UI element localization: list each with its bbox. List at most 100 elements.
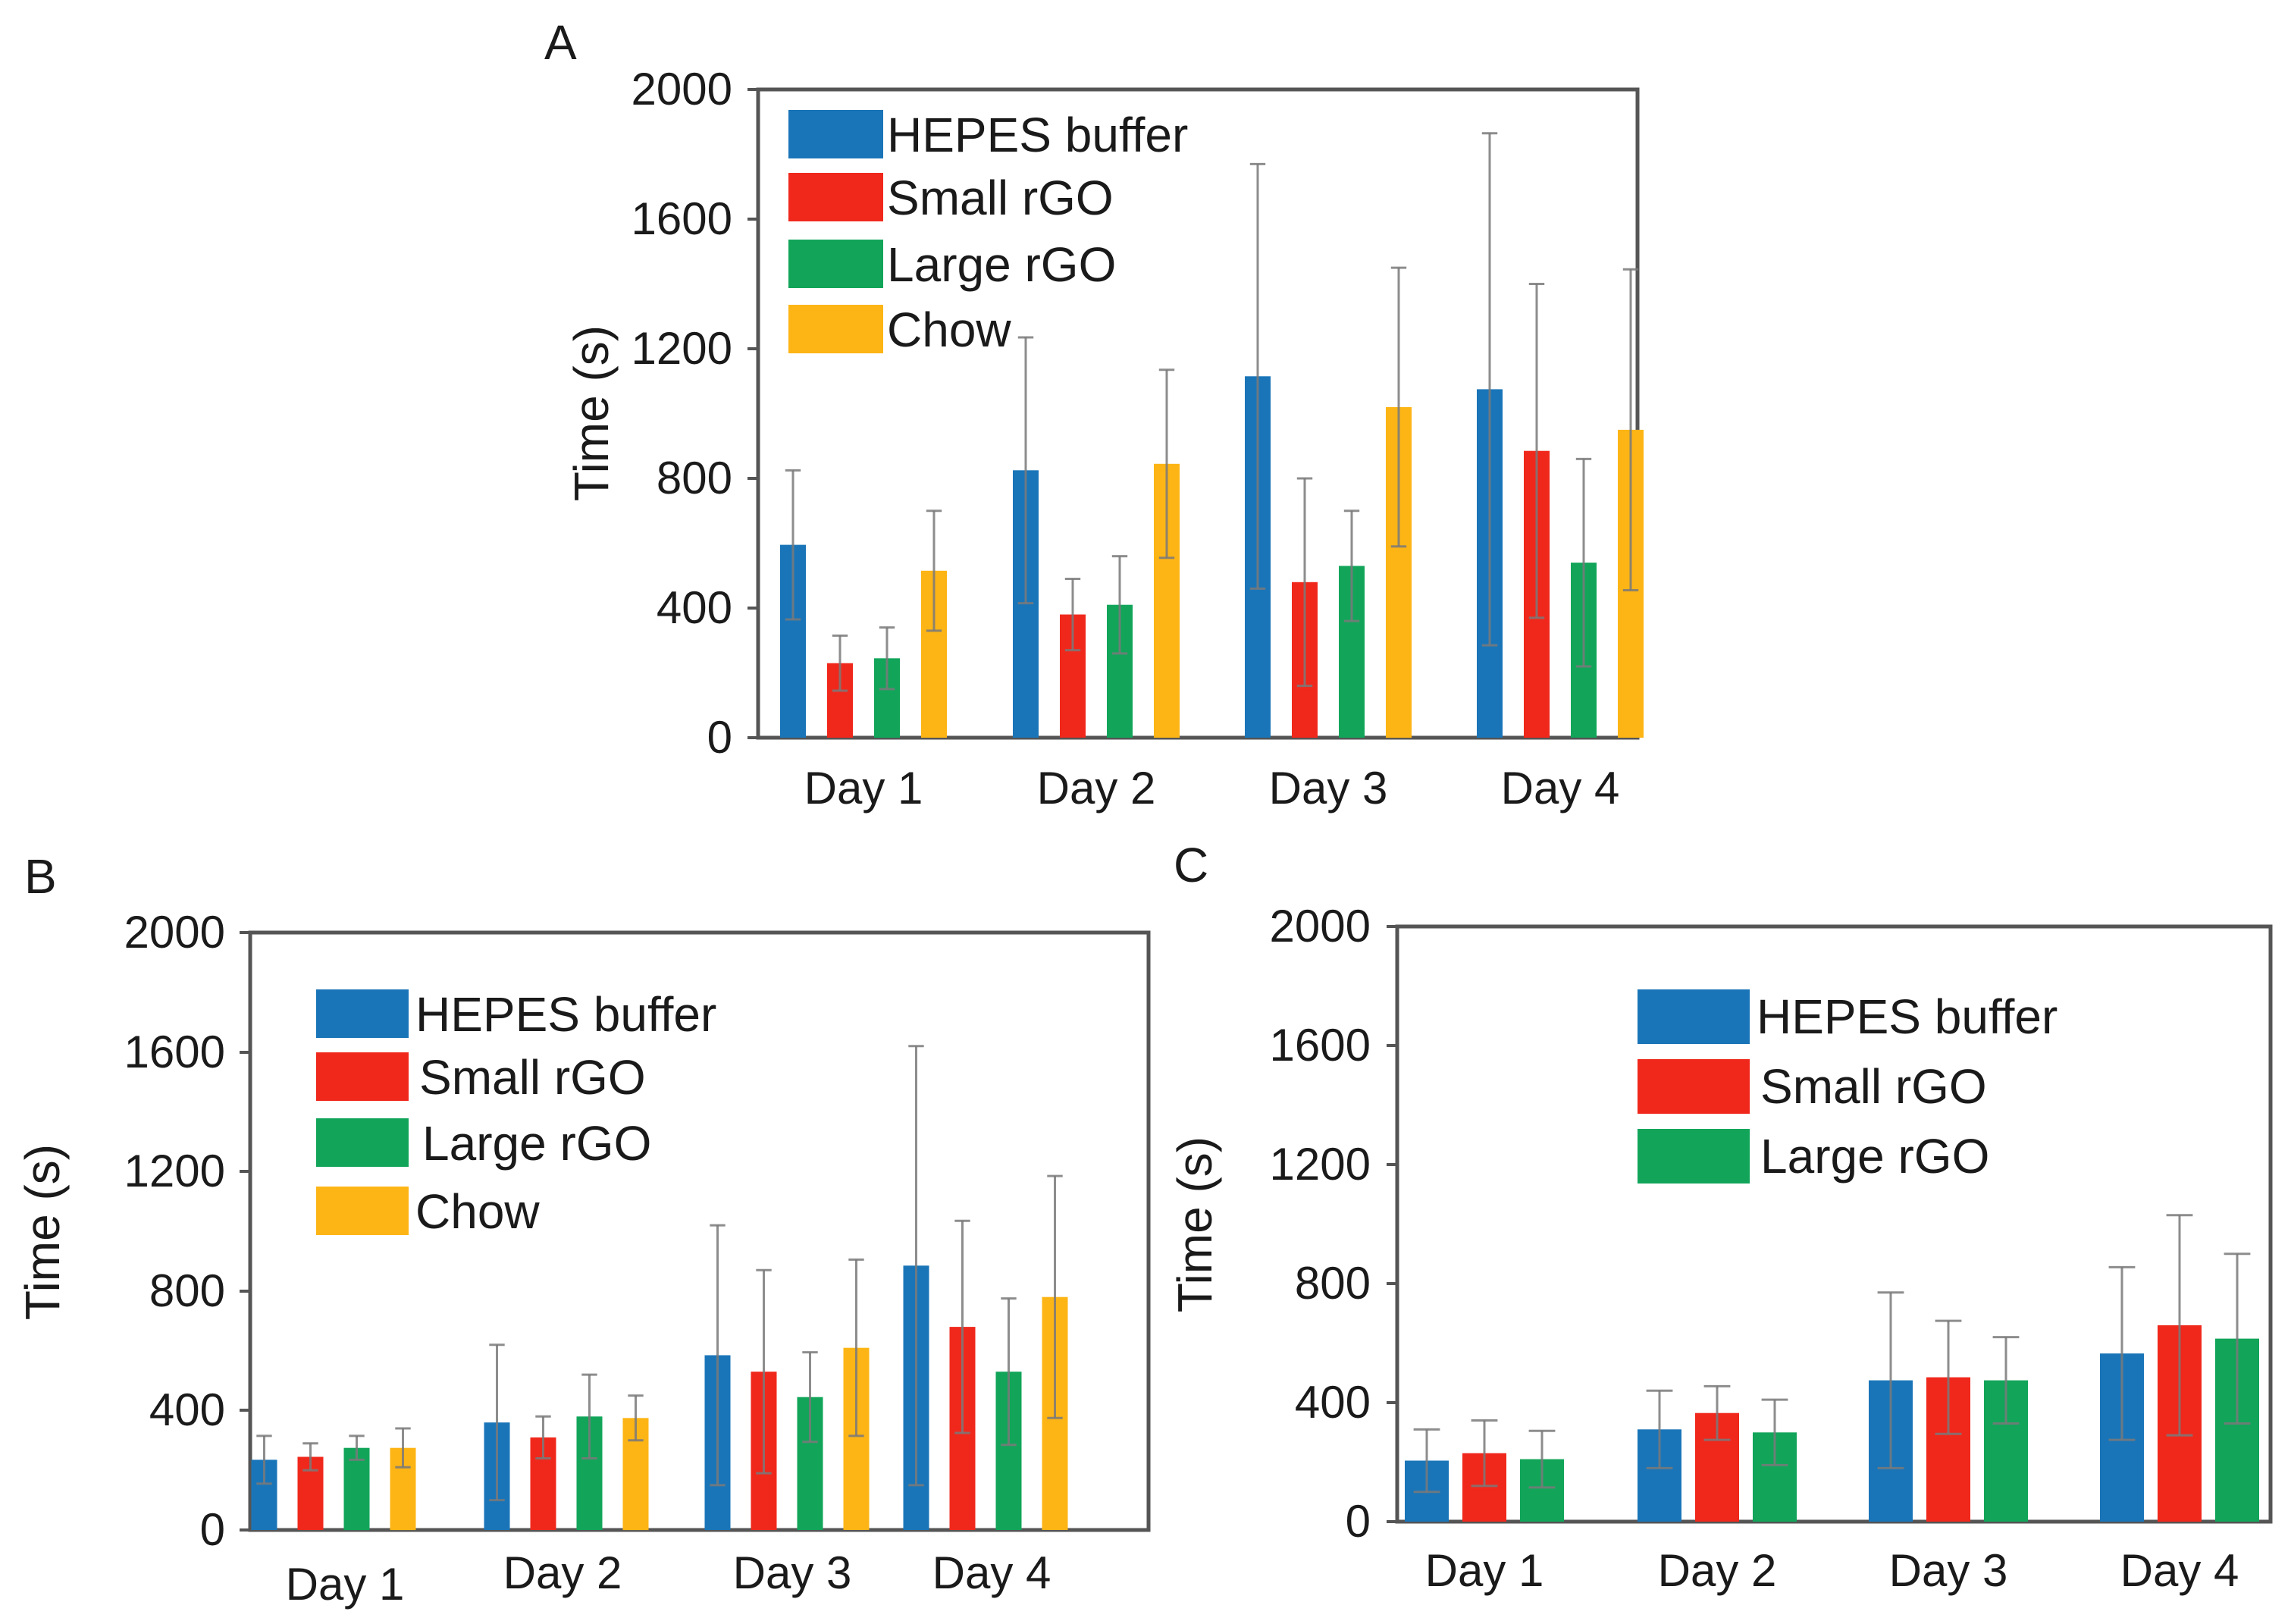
panel-a-ytick-5: 2000 [632, 64, 732, 114]
panel-a-legend-label-small-rgo: Small rGO [887, 171, 1114, 225]
panel-b-ytick-5: 2000 [124, 907, 225, 958]
panel-c-letter: C [1174, 838, 1208, 892]
panel-a-legend-swatch-hepes [788, 110, 883, 158]
panel-b-errorbar-large-rgo-day-1 [349, 1434, 365, 1461]
panel-a-errorbar-hepes-buffer-day-2 [1017, 336, 1034, 605]
panel-c: C 0 400 800 1200 1600 2000 Time (s) Day … [1167, 838, 2273, 1596]
panel-a-errorbar-small-rgo-day-4 [1528, 283, 1545, 619]
panel-b-yaxis: 0 400 800 1200 1600 2000 [124, 907, 250, 1555]
panel-a-legend: HEPES buffer Small rGO Large rGO Chow [788, 108, 1188, 357]
panel-a-ytick-4: 1600 [632, 193, 732, 244]
panel-b-letter: B [24, 849, 57, 904]
panel-a-legend-swatch-small-rgo [788, 173, 883, 221]
panel-b-errorbar-small-rgo-day-1 [302, 1442, 318, 1472]
panel-b-legend-label-large-rgo: Large rGO [422, 1116, 651, 1171]
panel-b-ytick-3: 1200 [124, 1146, 225, 1196]
panel-c-legend-label-large-rgo: Large rGO [1760, 1129, 1989, 1184]
panel-b-errorbar-hepes-buffer-day-4 [908, 1045, 924, 1487]
panel-b-xtick-0: Day 1 [286, 1559, 405, 1610]
panel-a-errorbar-small-rgo-day-3 [1296, 477, 1313, 688]
panel-c-errorbar-large-rgo-day-3 [1992, 1336, 2020, 1425]
panel-b-bars [251, 1045, 1068, 1531]
panel-a-ytick-0: 0 [707, 712, 732, 763]
panel-b-errorbar-large-rgo-day-2 [581, 1373, 597, 1459]
panel-a-plot-frame [756, 87, 1640, 740]
panel-b-xtick-1: Day 2 [503, 1547, 622, 1598]
panel-b-legend-swatch-large-rgo [316, 1118, 409, 1167]
panel-b-legend: HEPES buffer Small rGO Large rGO Chow [316, 987, 716, 1239]
panel-a-errorbar-hepes-buffer-day-3 [1249, 162, 1266, 590]
panel-b-ytick-4: 1600 [124, 1027, 225, 1077]
panel-c-plot-frame [1395, 924, 2273, 1524]
panel-a-xtick-2: Day 3 [1269, 763, 1388, 814]
panel-b-errorbar-small-rgo-day-4 [954, 1219, 970, 1434]
panel-b-legend-label-hepes: HEPES buffer [415, 987, 716, 1042]
panel-c-legend: HEPES buffer Small rGO Large rGO [1638, 989, 2058, 1184]
panel-a-xtick-0: Day 1 [804, 763, 923, 814]
panel-b-errorbar-chow-day-2 [628, 1394, 644, 1442]
panel-c-ytick-3: 1200 [1270, 1139, 1371, 1190]
panel-b-legend-label-small-rgo: Small rGO [419, 1050, 646, 1105]
panel-b-legend-swatch-chow [316, 1187, 409, 1235]
panel-c-xtick-3: Day 4 [2120, 1545, 2239, 1596]
panel-c-xtick-2: Day 3 [1889, 1545, 2008, 1596]
panel-a-legend-swatch-large-rgo [788, 240, 883, 288]
panel-a-errorbar-large-rgo-day-3 [1343, 509, 1360, 622]
panel-a-xaxis: Day 1 Day 2 Day 3 Day 4 [804, 763, 1620, 814]
panel-a-bars [780, 132, 1644, 738]
panel-b-errorbar-large-rgo-day-3 [802, 1351, 818, 1444]
panel-b-errorbar-chow-day-1 [395, 1427, 411, 1469]
panel-a-errorbar-large-rgo-day-2 [1111, 555, 1128, 655]
panel-b-xtick-3: Day 4 [932, 1547, 1051, 1598]
panel-c-xtick-1: Day 2 [1658, 1545, 1777, 1596]
panel-b-errorbar-hepes-buffer-day-1 [256, 1434, 272, 1485]
panel-a-ytick-2: 800 [657, 453, 732, 503]
panel-a-errorbar-small-rgo-day-1 [832, 634, 848, 692]
panel-a-legend-swatch-chow [788, 305, 883, 353]
panel-a-errorbar-hepes-buffer-day-4 [1481, 132, 1498, 647]
panel-a-ytick-1: 400 [657, 582, 732, 633]
panel-a-errorbar-chow-day-1 [926, 509, 942, 632]
panel-c-legend-label-small-rgo: Small rGO [1760, 1059, 1987, 1114]
panel-a-ylabel: Time (s) [564, 325, 619, 501]
panel-c-yaxis: 0 400 800 1200 1600 2000 [1270, 901, 1397, 1547]
panel-c-errorbar-hepes-buffer-day-3 [1877, 1291, 1904, 1469]
panel-a: A 0 400 800 1200 1600 2000 Time (s) Day … [544, 15, 1644, 814]
panel-a-errorbar-small-rgo-day-2 [1064, 578, 1081, 652]
panel-c-errorbar-small-rgo-day-2 [1703, 1384, 1731, 1441]
panel-b-errorbar-hepes-buffer-day-2 [489, 1343, 505, 1502]
panel-b-legend-swatch-hepes [316, 989, 409, 1038]
panel-c-legend-swatch-large-rgo [1638, 1129, 1750, 1184]
panel-b-legend-label-chow: Chow [415, 1184, 540, 1239]
panel-b-errorbar-small-rgo-day-3 [756, 1268, 772, 1475]
panel-b-errorbar-chow-day-3 [848, 1258, 864, 1437]
panel-c-ytick-2: 800 [1295, 1258, 1371, 1309]
panel-b-bar-large-rgo-day-1 [343, 1447, 370, 1531]
panel-c-errorbar-hepes-buffer-day-4 [2108, 1265, 2136, 1441]
panel-a-errorbar-chow-day-3 [1390, 266, 1407, 548]
panel-b-errorbar-small-rgo-day-2 [535, 1415, 551, 1459]
panel-a-errorbar-large-rgo-day-4 [1575, 457, 1592, 668]
panel-c-errorbar-hepes-buffer-day-1 [1413, 1428, 1440, 1494]
panel-b-ytick-2: 800 [149, 1265, 225, 1316]
panel-c-ytick-4: 1600 [1270, 1020, 1371, 1071]
panel-a-errorbar-chow-day-2 [1158, 368, 1175, 560]
panel-c-ytick-1: 400 [1295, 1377, 1371, 1428]
panel-b-xtick-2: Day 3 [733, 1547, 852, 1598]
panel-a-errorbar-hepes-buffer-day-1 [785, 469, 801, 621]
panel-c-errorbar-large-rgo-day-4 [2224, 1252, 2251, 1425]
panel-a-legend-label-hepes: HEPES buffer [887, 108, 1188, 162]
panel-a-legend-label-large-rgo: Large rGO [887, 237, 1116, 292]
panel-c-ytick-5: 2000 [1270, 901, 1371, 952]
panel-b-legend-swatch-small-rgo [316, 1052, 409, 1101]
panel-c-ytick-0: 0 [1346, 1496, 1371, 1547]
panel-c-legend-swatch-hepes [1638, 989, 1750, 1044]
panel-c-xtick-0: Day 1 [1425, 1545, 1544, 1596]
panel-c-legend-swatch-small-rgo [1638, 1059, 1750, 1114]
panel-a-legend-label-chow: Chow [887, 303, 1011, 357]
panel-b-errorbar-hepes-buffer-day-3 [710, 1224, 726, 1487]
panel-a-yaxis: 0 400 800 1200 1600 2000 [632, 64, 758, 763]
panel-a-errorbar-chow-day-4 [1622, 268, 1639, 591]
panel-b-plot-frame [248, 930, 1151, 1532]
panel-b-ylabel: Time (s) [15, 1144, 70, 1320]
